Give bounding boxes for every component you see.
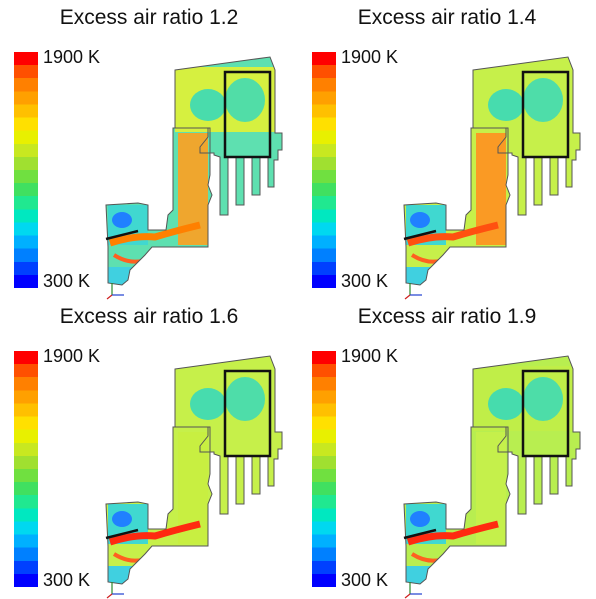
boiler-temperature-contour (105, 56, 283, 300)
cool-eddy (225, 78, 265, 122)
burner-wall (105, 528, 139, 540)
temperature-colorbar (312, 351, 336, 587)
axis-z (404, 294, 411, 300)
boiler-temperature-contour (403, 355, 581, 599)
burner-wall (403, 528, 437, 540)
contour-panel-1: Excess air ratio 1.2 1900 K 300 K (0, 0, 298, 300)
superheater-box (521, 369, 570, 458)
cold-spot (410, 511, 430, 527)
boiler-temperature-contour (105, 355, 283, 599)
panel-title: Excess air ratio 1.9 (357, 305, 537, 328)
cold-spot (112, 511, 132, 527)
superheater-box (223, 70, 272, 159)
flame-jet (108, 221, 201, 247)
flame-jet (108, 520, 201, 546)
contour-panel-3: Excess air ratio 1.6 1900 K 300 K (0, 299, 298, 599)
temperature-colorbar (312, 52, 336, 288)
colorbar-min-label: 300 K (341, 271, 389, 291)
flame-jet (406, 221, 499, 247)
colorbar-max-label: 1900 K (341, 47, 399, 67)
cool-eddy (225, 377, 265, 421)
temperature-colorbar (14, 52, 38, 288)
axis-z (106, 294, 113, 300)
cool-eddy (523, 78, 563, 122)
cool-eddy (190, 388, 226, 420)
colorbar-max-label: 1900 K (43, 346, 101, 366)
colorbar-min-label: 300 K (43, 570, 91, 590)
axis-z (106, 593, 113, 599)
boiler-temperature-contour (403, 56, 581, 300)
burner-wall (105, 229, 139, 241)
flame-jet (406, 520, 499, 546)
cool-eddy (488, 388, 524, 420)
burner-wall (403, 229, 437, 241)
superheater-box (223, 369, 272, 458)
colorbar-min-label: 300 K (341, 570, 389, 590)
axis-z (404, 593, 411, 599)
contour-panel-2: Excess air ratio 1.4 1900 K 300 K (298, 0, 596, 300)
panel-title: Excess air ratio 1.4 (357, 6, 537, 29)
panel-title: Excess air ratio 1.6 (59, 305, 239, 328)
cold-spot (410, 212, 430, 228)
cool-eddy (523, 377, 563, 421)
cool-eddy (190, 89, 226, 121)
temperature-colorbar (14, 351, 38, 587)
superheater-box (521, 70, 570, 159)
colorbar-max-label: 1900 K (341, 346, 399, 366)
colorbar-min-label: 300 K (43, 271, 91, 291)
panel-title: Excess air ratio 1.2 (59, 6, 239, 29)
colorbar-max-label: 1900 K (43, 47, 101, 67)
cold-spot (112, 212, 132, 228)
contour-panel-4: Excess air ratio 1.9 1900 K 300 K (298, 299, 596, 599)
cool-eddy (488, 89, 524, 121)
